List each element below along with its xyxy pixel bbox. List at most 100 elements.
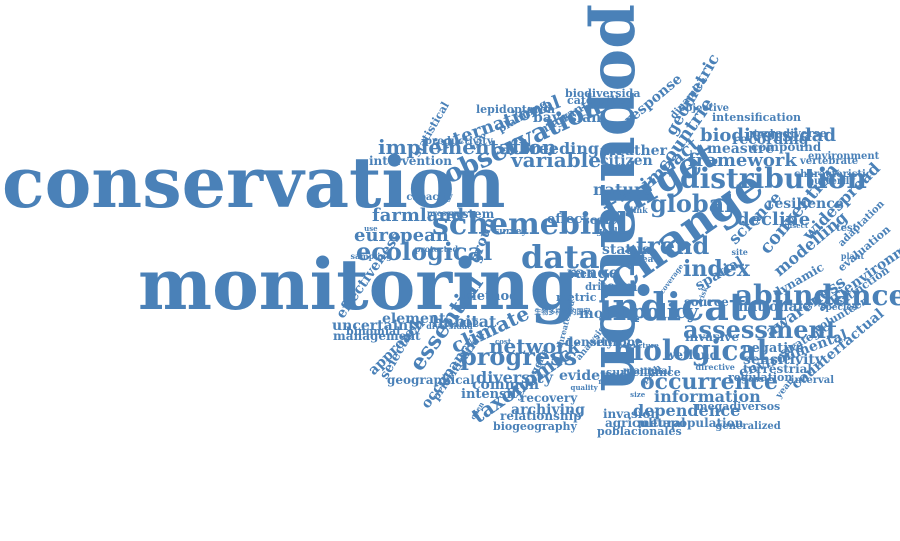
cloud-word: poblacionales bbox=[597, 425, 682, 438]
cloud-word: europe bbox=[596, 335, 643, 349]
cloud-word: system bbox=[448, 207, 495, 221]
cloud-word: binomial bbox=[346, 325, 401, 338]
cloud-word: structure bbox=[622, 341, 659, 351]
cloud-word: area bbox=[567, 267, 595, 280]
cloud-word: relationship bbox=[500, 409, 582, 423]
cloud-word: site bbox=[731, 246, 748, 257]
cloud-word: common bbox=[472, 377, 540, 393]
cloud-word: bayesian bbox=[533, 110, 602, 126]
cloud-word: european bbox=[354, 225, 449, 246]
cloud-word: regulation bbox=[728, 371, 793, 384]
cloud-word: driver bbox=[585, 281, 619, 293]
cloud-word: rate bbox=[598, 377, 615, 387]
cloud-word: dependence bbox=[633, 401, 741, 420]
cloud-word: negative bbox=[742, 341, 805, 356]
cloud-word: plant bbox=[840, 251, 865, 262]
cloud-word: distribution bbox=[680, 162, 867, 195]
cloud-word: index bbox=[683, 256, 750, 282]
cloud-word: scale bbox=[583, 213, 618, 227]
cloud-word: quality bbox=[570, 383, 598, 393]
cloud-word: sampling bbox=[350, 250, 392, 261]
cloud-word: biodiversidad bbox=[700, 125, 837, 146]
cloud-word: citizen bbox=[600, 153, 653, 169]
cloud-word: intensification bbox=[712, 111, 802, 124]
cloud-word: data bbox=[521, 238, 600, 276]
cloud-word: objective bbox=[678, 103, 730, 115]
cloud-word: invasion bbox=[603, 407, 660, 421]
cloud-word: occurrence bbox=[640, 369, 779, 395]
cloud-word: compound bbox=[751, 140, 822, 154]
cloud-word: protected bbox=[414, 243, 459, 254]
cloud-word: megadiversos bbox=[696, 400, 781, 413]
cloud-word: density bbox=[565, 335, 614, 349]
cloud-word: trend bbox=[636, 231, 710, 260]
cloud-word: invasive bbox=[685, 330, 739, 344]
cloud-word: environment bbox=[808, 151, 880, 162]
cloud-word: biodiversida bbox=[565, 87, 641, 100]
cloud-word: link bbox=[630, 205, 648, 216]
cloud-word: test bbox=[836, 222, 858, 234]
cloud-word: cost bbox=[495, 336, 512, 346]
cloud-word: progress bbox=[460, 342, 578, 371]
cloud-word: interval bbox=[790, 375, 835, 387]
cloud-word: archiving bbox=[511, 402, 585, 418]
cloud-word: assessment bbox=[683, 315, 838, 344]
cloud-word: generalized bbox=[715, 420, 781, 432]
cloud-word: global bbox=[650, 189, 734, 218]
cloud-word: land bbox=[600, 148, 623, 159]
cloud-word: recording bbox=[732, 132, 809, 148]
cloud-word: metapopulation bbox=[637, 416, 744, 430]
cloud-word: abundance bbox=[735, 279, 900, 312]
cloud-word: geographical bbox=[387, 373, 475, 387]
cloud-word: nature bbox=[593, 180, 653, 199]
cloud-word: implementation bbox=[378, 135, 557, 159]
cloud-word: species bbox=[820, 302, 858, 313]
cloud-word: threat bbox=[626, 255, 658, 266]
cloud-word: 生物多样性的国家 bbox=[534, 306, 591, 316]
cloud-word: diversity bbox=[476, 368, 553, 387]
cloud-word: effect bbox=[547, 212, 589, 227]
cloud-word: diversidad bbox=[426, 320, 473, 331]
cloud-word: term bbox=[600, 279, 638, 295]
cloud-word: ecological bbox=[356, 237, 493, 266]
cloud-word: butterfly bbox=[807, 176, 856, 187]
cloud-word: use bbox=[364, 224, 378, 234]
cloud-word: terrestrial bbox=[743, 362, 812, 376]
cloud-word: source bbox=[684, 295, 729, 309]
cloud-word: goal bbox=[596, 227, 618, 238]
cloud-word: characteristic bbox=[794, 169, 872, 180]
cloud-word: caterpillar bbox=[567, 94, 632, 107]
cloud-word: national bbox=[738, 299, 803, 315]
cloud-word: pressure bbox=[426, 208, 466, 219]
cloud-word: habitat bbox=[432, 312, 497, 331]
cloud-word: decline bbox=[737, 209, 811, 230]
cloud-word: recovery bbox=[520, 391, 578, 405]
cloud-word: gap bbox=[460, 317, 479, 328]
cloud-word: policy bbox=[632, 299, 699, 323]
cloud-word: measure bbox=[707, 141, 775, 157]
cloud-word: farmland bbox=[372, 205, 465, 226]
cloud-word: tool bbox=[753, 128, 774, 139]
cloud-word: loss bbox=[744, 374, 765, 385]
cloud-word: agricultural bbox=[605, 416, 686, 430]
cloud-word: mammal bbox=[623, 366, 672, 378]
cloud-word: biogeography bbox=[493, 420, 577, 433]
cloud-word: management bbox=[333, 329, 421, 343]
cloud-word: survey bbox=[494, 227, 527, 238]
cloud-word: insect bbox=[784, 220, 809, 230]
cloud-word: weather bbox=[604, 143, 667, 159]
cloud-word: intensity bbox=[461, 387, 525, 402]
cloud-word: capacity bbox=[406, 192, 453, 204]
cloud-word: element bbox=[382, 311, 446, 327]
cloud-word: size bbox=[630, 389, 646, 399]
cloud-word: framework bbox=[688, 150, 797, 171]
cloud-word: directive bbox=[695, 362, 735, 373]
cloud-word: schemebird bbox=[432, 207, 629, 242]
cloud-word: intervention bbox=[369, 154, 452, 168]
cloud-word: surveillance bbox=[606, 366, 681, 379]
cloud-word: information bbox=[654, 387, 761, 406]
cloud-word: monitoring bbox=[138, 243, 579, 326]
cloud-word: biological bbox=[613, 334, 768, 367]
cloud-word: evidence bbox=[559, 368, 628, 384]
